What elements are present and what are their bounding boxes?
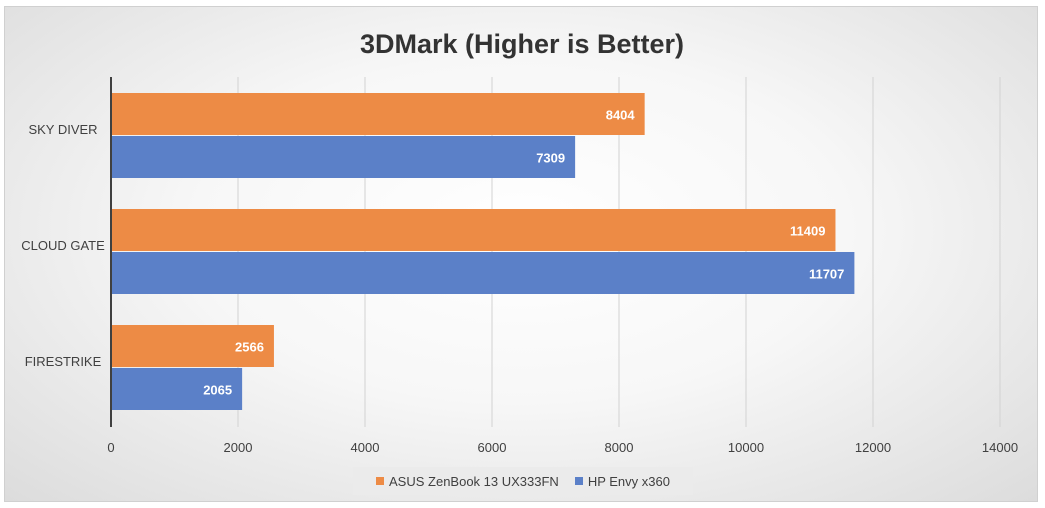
data-label-1-0: 11409: [790, 224, 825, 239]
x-tick-label-2000: 2000: [224, 440, 253, 455]
legend-label-series-1: ASUS ZenBook 13 UX333FN: [389, 473, 559, 489]
chart-area: 3DMark (Higher is Better) 0 2000 4000 6000 8…: [4, 6, 1038, 502]
x-tick-label-14000: 14000: [982, 440, 1018, 455]
legend-item-series-2: HP Envy x360: [574, 473, 670, 489]
x-tick-label-10000: 10000: [728, 440, 764, 455]
data-label-2-1: 2065: [203, 383, 232, 398]
legend: ASUS ZenBook 13 UX333FN HP Envy x360: [353, 467, 693, 495]
plot-area: 0 2000 4000 6000 8000 10000 12000 14000 SKY DIVE…: [21, 77, 1018, 455]
legend-swatch-series-2: [574, 477, 583, 485]
bar-2-1: [111, 368, 243, 410]
data-label-2-0: 2566: [235, 340, 264, 355]
category-label-2: FIRESTRIKE: [25, 354, 102, 369]
x-tick-label-6000: 6000: [478, 440, 507, 455]
data-label-0-0: 8404: [606, 108, 636, 123]
chart-title: 3DMark (Higher is Better): [359, 29, 685, 59]
category-label-1: CLOUD GATE: [21, 238, 105, 253]
bar-1-1: [111, 252, 855, 294]
legend-swatch-series-1: [376, 477, 385, 485]
bar-0-1: [111, 136, 576, 178]
data-label-1-1: 11707: [809, 267, 844, 282]
data-label-0-1: 7309: [536, 151, 565, 166]
x-tick-label-12000: 12000: [855, 440, 891, 455]
x-tick-label-8000: 8000: [605, 440, 634, 455]
legend-item-series-1: ASUS ZenBook 13 UX333FN: [376, 474, 559, 489]
category-label-0: SKY DIVER: [28, 122, 97, 137]
x-tick-label-4000: 4000: [351, 440, 380, 455]
legend-label-series-2: HP Envy x360: [587, 473, 670, 489]
bar-2-0: [111, 325, 274, 367]
x-tick-label-0: 0: [107, 440, 114, 455]
bar-0-0: [111, 93, 645, 135]
bar-1-0: [111, 209, 836, 251]
